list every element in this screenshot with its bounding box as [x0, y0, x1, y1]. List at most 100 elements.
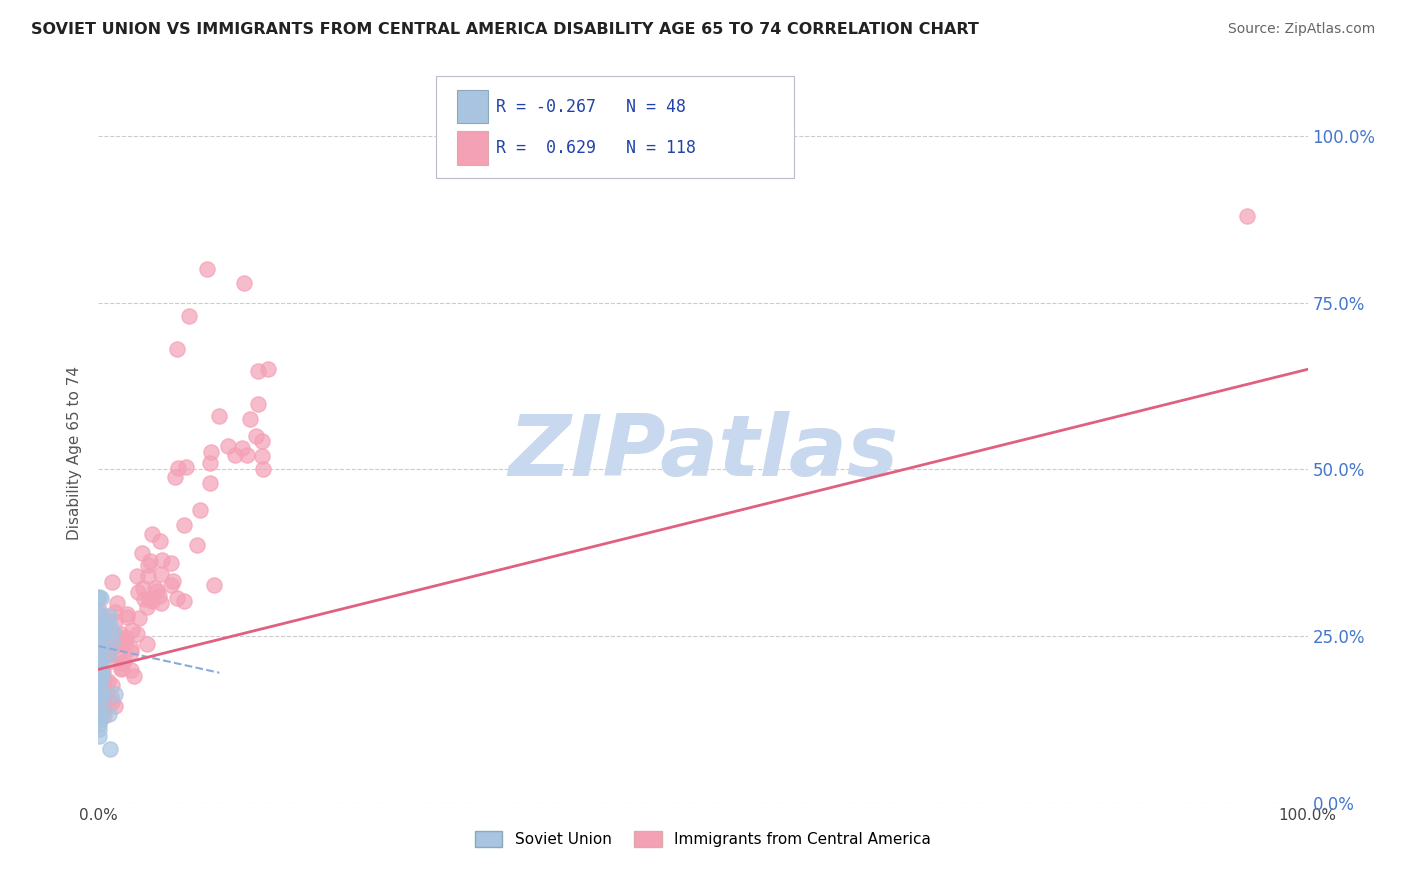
Point — [112, 654, 135, 668]
Point — [231, 442, 253, 456]
Point — [232, 276, 254, 290]
Text: ZIPatlas: ZIPatlas — [508, 411, 898, 494]
Y-axis label: Disability Age 65 to 74: Disability Age 65 to 74 — [67, 366, 83, 540]
Point — [89, 629, 111, 643]
Point — [91, 637, 114, 651]
Text: R = -0.267   N = 48: R = -0.267 N = 48 — [496, 97, 686, 115]
Point — [98, 618, 121, 632]
Point — [110, 632, 132, 647]
Point — [89, 603, 111, 617]
Point — [89, 630, 111, 644]
Point — [149, 534, 172, 549]
Point — [87, 607, 110, 621]
Text: R =  0.629   N = 118: R = 0.629 N = 118 — [496, 139, 696, 157]
Point — [90, 640, 112, 654]
Point — [89, 630, 111, 644]
Point — [101, 678, 124, 692]
Point — [239, 412, 262, 426]
Point — [121, 663, 143, 677]
Point — [127, 585, 149, 599]
Point — [224, 448, 246, 462]
Point — [198, 476, 221, 491]
Point — [160, 578, 183, 592]
Point — [235, 448, 257, 462]
Point — [101, 574, 124, 589]
Point — [105, 628, 128, 642]
Point — [90, 667, 112, 681]
Point — [97, 656, 120, 670]
Point — [87, 723, 110, 737]
Text: Source: ZipAtlas.com: Source: ZipAtlas.com — [1227, 22, 1375, 37]
Point — [94, 688, 117, 702]
Point — [176, 460, 198, 475]
Point — [195, 262, 218, 277]
Point — [110, 662, 132, 676]
Point — [136, 558, 159, 572]
Point — [173, 518, 195, 533]
Point — [166, 591, 188, 606]
Point — [115, 607, 138, 622]
Point — [143, 581, 166, 595]
Point — [252, 462, 274, 476]
Point — [104, 698, 127, 713]
Point — [89, 697, 111, 711]
Point — [98, 706, 121, 721]
Point — [90, 673, 112, 687]
Point — [173, 594, 195, 608]
Point — [87, 709, 110, 723]
Point — [167, 461, 190, 475]
Point — [89, 624, 111, 638]
Point — [89, 655, 111, 669]
Point — [111, 638, 134, 652]
Point — [87, 629, 110, 643]
Point — [87, 709, 110, 723]
Point — [146, 584, 169, 599]
Point — [208, 409, 231, 423]
Point — [104, 615, 127, 629]
Legend: Soviet Union, Immigrants from Central America: Soviet Union, Immigrants from Central Am… — [467, 823, 939, 855]
Point — [256, 362, 278, 376]
Point — [98, 742, 121, 756]
Point — [94, 640, 117, 655]
Point — [89, 712, 111, 726]
Point — [89, 656, 111, 670]
Point — [90, 690, 112, 704]
Point — [124, 669, 146, 683]
Point — [93, 681, 115, 696]
Point — [98, 623, 121, 637]
Point — [93, 709, 115, 723]
Point — [96, 615, 118, 629]
Point — [198, 456, 221, 470]
Point — [90, 669, 112, 683]
Point — [89, 681, 111, 695]
Point — [90, 667, 112, 681]
Point — [128, 611, 150, 625]
Point — [110, 657, 132, 671]
Point — [141, 594, 163, 608]
Point — [202, 578, 225, 592]
Point — [1236, 209, 1258, 223]
Point — [246, 396, 269, 410]
Point — [135, 638, 157, 652]
Point — [162, 574, 184, 589]
Point — [89, 709, 111, 723]
Point — [111, 661, 134, 675]
Point — [131, 546, 153, 560]
Point — [94, 621, 117, 635]
Point — [188, 502, 211, 516]
Point — [160, 556, 183, 570]
Point — [121, 624, 143, 638]
Point — [96, 624, 118, 638]
Point — [89, 661, 111, 675]
Point — [87, 716, 110, 731]
Point — [200, 444, 222, 458]
Point — [89, 627, 111, 641]
Point — [93, 624, 115, 638]
Point — [186, 538, 208, 552]
Point — [138, 592, 160, 607]
Point — [91, 705, 114, 719]
Point — [93, 673, 115, 687]
Point — [105, 648, 128, 662]
Point — [97, 673, 120, 688]
Point — [252, 434, 274, 449]
